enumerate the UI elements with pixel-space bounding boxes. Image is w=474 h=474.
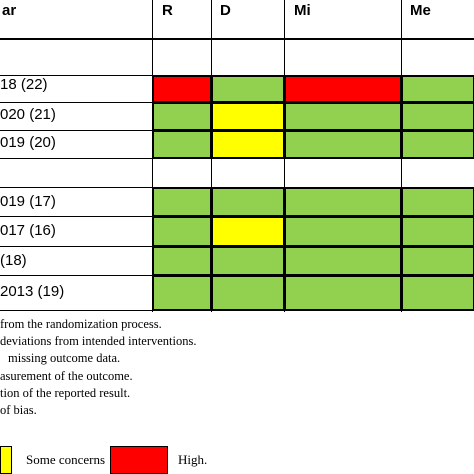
header-study: ar [2, 2, 17, 19]
judgement-cell-d-green [212, 76, 284, 102]
key-label-some-concerns: Some concerns [26, 452, 106, 467]
study-label: 2013 (19) [0, 283, 65, 300]
judgement-cell-me-green [402, 276, 474, 310]
judgement-cell-me-green [402, 217, 474, 246]
judgement-cell-r-green [153, 131, 211, 158]
study-label: 020 (21) [0, 106, 56, 123]
judgement-cell-mi-green [285, 247, 401, 275]
header-divider [0, 38, 474, 40]
row-divider [0, 246, 474, 247]
note-reported-result: tion of the reported result. [0, 385, 131, 400]
col-divider [152, 0, 153, 312]
judgement-cell-d-yellow [212, 217, 284, 246]
note-overall: of bias. [0, 402, 37, 417]
col-divider [284, 0, 285, 312]
key-swatch-some-concerns [0, 446, 12, 474]
judgement-cell-r-green [153, 276, 211, 310]
key-label-high: High. [178, 452, 208, 467]
judgement-cell-me-green [402, 76, 474, 102]
col-divider [401, 0, 402, 312]
risk-of-bias-table: ar R D Mi Me 18 (22) 020 (21) 019 (20) 0… [0, 0, 474, 312]
judgement-cell-d-green [212, 247, 284, 275]
judgement-cell-mi-red [285, 76, 401, 102]
judgement-cell-mi-green [285, 217, 401, 246]
row-divider [0, 216, 474, 217]
note-missing-data: missing outcome data. [8, 351, 121, 366]
judgement-cell-me-green [402, 188, 474, 216]
judgement-cell-r-red [153, 76, 211, 102]
row-divider [0, 130, 474, 131]
study-label: 017 (16) [0, 222, 56, 239]
study-label: 019 (17) [0, 193, 56, 210]
row-divider [0, 75, 474, 76]
study-label: 18 (22) [0, 76, 48, 93]
judgement-cell-me-green [402, 247, 474, 275]
judgement-cell-me-green [402, 103, 474, 130]
header-col-me: Me [410, 2, 431, 19]
study-label: 019 (20) [0, 134, 56, 151]
note-randomization: from the randomization process. [0, 317, 162, 331]
judgement-cell-d-green [212, 276, 284, 310]
header-col-r: R [162, 2, 173, 19]
judgement-cell-r-green [153, 188, 211, 216]
row-divider [0, 102, 474, 103]
judgement-cell-d-yellow [212, 103, 284, 130]
judgement-cell-mi-green [285, 188, 401, 216]
judgement-cell-me-green [402, 131, 474, 158]
row-divider [0, 187, 474, 188]
header-col-d: D [220, 2, 231, 19]
col-divider [211, 0, 212, 312]
judgement-cell-mi-green [285, 276, 401, 310]
key-swatch-high [110, 446, 168, 474]
row-divider [0, 310, 474, 311]
judgement-cell-r-green [153, 247, 211, 275]
judgement-cell-d-yellow [212, 131, 284, 158]
legend-notes: from the randomization process. deviatio… [0, 316, 196, 419]
judgement-cell-r-green [153, 217, 211, 246]
judgement-cell-r-green [153, 103, 211, 130]
note-deviations: deviations from intended interventions. [0, 334, 197, 349]
row-divider [0, 158, 474, 159]
note-measurement: asurement of the outcome. [0, 368, 133, 383]
judgement-cell-mi-green [285, 131, 401, 158]
header-col-mi: Mi [294, 2, 311, 19]
judgement-cell-mi-green [285, 103, 401, 130]
row-divider [0, 275, 474, 276]
judgement-cell-d-green [212, 188, 284, 216]
study-label: (18) [0, 252, 27, 269]
